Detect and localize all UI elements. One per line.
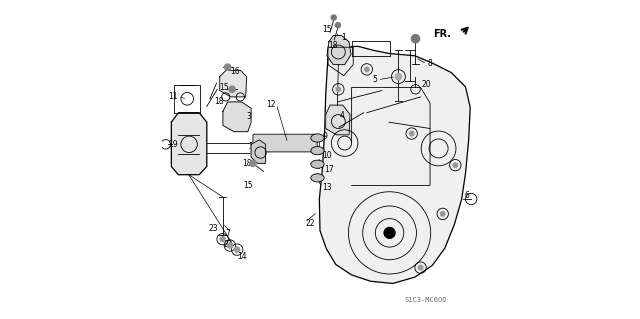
Text: 8: 8	[428, 59, 432, 68]
Text: 18: 18	[328, 41, 338, 50]
Circle shape	[396, 73, 401, 80]
Text: 12: 12	[266, 100, 276, 109]
Text: 17: 17	[324, 165, 333, 174]
Text: 3: 3	[246, 112, 252, 121]
Circle shape	[225, 64, 231, 70]
Polygon shape	[319, 46, 470, 284]
Circle shape	[227, 243, 232, 248]
Text: 6: 6	[465, 191, 470, 200]
Polygon shape	[251, 140, 266, 163]
Text: 15: 15	[220, 83, 229, 92]
Ellipse shape	[311, 146, 324, 155]
Circle shape	[453, 163, 458, 167]
Polygon shape	[326, 105, 350, 135]
Circle shape	[410, 131, 414, 136]
Polygon shape	[327, 35, 351, 65]
Text: 14: 14	[237, 252, 246, 261]
Circle shape	[384, 227, 396, 239]
Text: 23: 23	[208, 224, 218, 233]
Text: 16: 16	[230, 67, 240, 76]
Ellipse shape	[311, 134, 324, 142]
Circle shape	[412, 34, 420, 43]
Text: 21: 21	[224, 240, 234, 249]
FancyBboxPatch shape	[253, 134, 317, 152]
Circle shape	[440, 212, 445, 216]
Text: 4: 4	[340, 111, 344, 120]
Ellipse shape	[311, 174, 324, 182]
Circle shape	[336, 87, 340, 92]
Polygon shape	[223, 102, 251, 132]
Text: 10: 10	[322, 151, 332, 160]
Polygon shape	[172, 113, 207, 175]
Text: 1: 1	[342, 33, 346, 42]
Circle shape	[235, 247, 239, 252]
Text: 18: 18	[214, 97, 223, 107]
Text: 18: 18	[242, 159, 252, 168]
Text: 15: 15	[243, 181, 253, 190]
Text: 19: 19	[168, 140, 178, 149]
Text: 15: 15	[322, 25, 332, 34]
Circle shape	[220, 237, 225, 242]
Text: 20: 20	[422, 80, 431, 89]
Circle shape	[332, 15, 336, 20]
Text: 9: 9	[322, 132, 327, 141]
Circle shape	[229, 86, 236, 93]
Polygon shape	[220, 70, 246, 97]
Ellipse shape	[311, 160, 324, 168]
Text: 7: 7	[225, 229, 230, 238]
Circle shape	[365, 67, 369, 71]
Circle shape	[419, 265, 423, 270]
Text: 2: 2	[249, 142, 253, 151]
Circle shape	[250, 160, 256, 167]
Text: 22: 22	[305, 219, 315, 228]
Text: S1C3-MC6OO: S1C3-MC6OO	[404, 297, 447, 303]
Circle shape	[335, 23, 340, 28]
Text: 5: 5	[372, 75, 377, 84]
Text: 13: 13	[322, 182, 332, 191]
Text: FR.: FR.	[433, 29, 451, 39]
Text: 11: 11	[168, 93, 178, 101]
